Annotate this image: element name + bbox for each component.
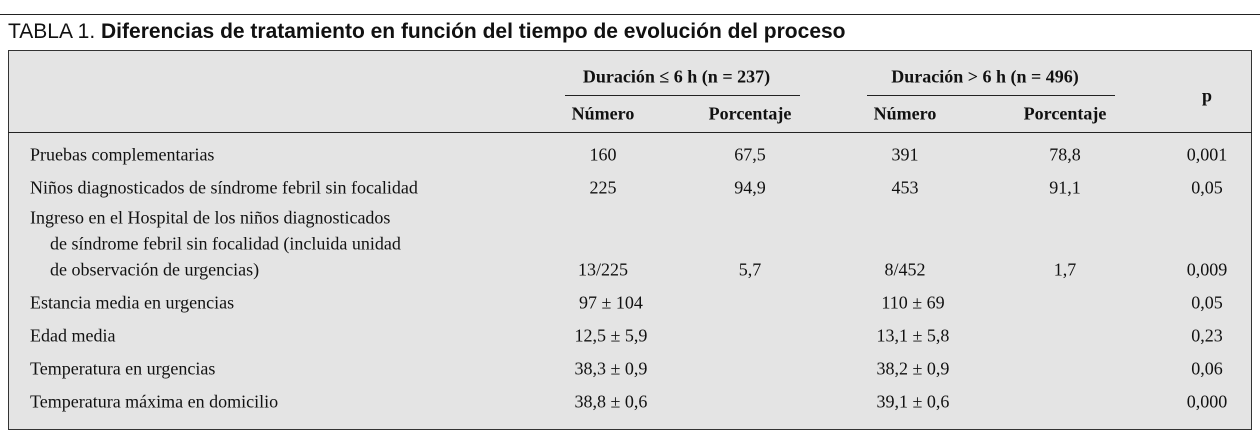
cell: 13/225 bbox=[577, 259, 629, 280]
cell: 12,5 ± 5,9 bbox=[574, 325, 648, 346]
cell: 39,1 ± 0,6 bbox=[876, 391, 950, 412]
cell: 38,3 ± 0,9 bbox=[574, 358, 648, 379]
cell: 8/452 bbox=[884, 259, 926, 280]
cell: 97 ± 104 bbox=[579, 292, 643, 313]
cell: 0,000 bbox=[1186, 391, 1228, 412]
cell: 1,7 bbox=[1053, 259, 1077, 280]
row-label: Niños diagnosticados de síndrome febril … bbox=[30, 177, 418, 198]
table-title: TABLA 1. Diferencias de tratamiento en f… bbox=[8, 20, 846, 44]
group-rule bbox=[867, 95, 1115, 96]
row-label: de observación de urgencias) bbox=[50, 259, 260, 280]
row-label: Temperatura máxima en domicilio bbox=[30, 391, 279, 412]
column-header: p bbox=[1201, 85, 1213, 106]
cell: 5,7 bbox=[738, 259, 762, 280]
row-label: Edad media bbox=[30, 325, 116, 346]
cell: 160 bbox=[589, 144, 617, 165]
row-label: Ingreso en el Hospital de los niños diag… bbox=[30, 207, 391, 228]
cell: 0,009 bbox=[1186, 259, 1228, 280]
row-label: de síndrome febril sin focalidad (inclui… bbox=[50, 233, 401, 254]
group-header: Duración > 6 h (n = 496) bbox=[891, 66, 1079, 87]
cell: 225 bbox=[589, 177, 617, 198]
header-rule bbox=[8, 132, 1252, 133]
cell: 0,05 bbox=[1191, 177, 1223, 198]
cell: 94,9 bbox=[734, 177, 766, 198]
top-rule bbox=[0, 14, 1260, 15]
cell: 0,06 bbox=[1191, 358, 1223, 379]
cell: 13,1 ± 5,8 bbox=[876, 325, 950, 346]
table bbox=[8, 50, 1252, 430]
column-header: Porcentaje bbox=[708, 103, 792, 124]
row-label: Estancia media en urgencias bbox=[30, 292, 235, 313]
row-label: Pruebas complementarias bbox=[30, 144, 215, 165]
group-rule bbox=[565, 95, 800, 96]
cell: 91,1 bbox=[1049, 177, 1081, 198]
cell: 38,8 ± 0,6 bbox=[574, 391, 648, 412]
cell: 0,23 bbox=[1191, 325, 1223, 346]
column-header: Porcentaje bbox=[1023, 103, 1107, 124]
cell: 0,001 bbox=[1186, 144, 1228, 165]
column-header: Número bbox=[571, 103, 635, 124]
group-header: Duración ≤ 6 h (n = 237) bbox=[582, 66, 771, 87]
cell: 391 bbox=[891, 144, 919, 165]
cell: 67,5 bbox=[734, 144, 766, 165]
cell: 38,2 ± 0,9 bbox=[876, 358, 950, 379]
cell: 110 ± 69 bbox=[881, 292, 945, 313]
row-label: Temperatura en urgencias bbox=[30, 358, 216, 379]
table-number: TABLA 1. bbox=[8, 20, 96, 43]
column-header: Número bbox=[873, 103, 937, 124]
cell: 0,05 bbox=[1191, 292, 1223, 313]
table-caption: Diferencias de tratamiento en función de… bbox=[101, 20, 846, 43]
cell: 453 bbox=[891, 177, 919, 198]
cell: 78,8 bbox=[1049, 144, 1081, 165]
